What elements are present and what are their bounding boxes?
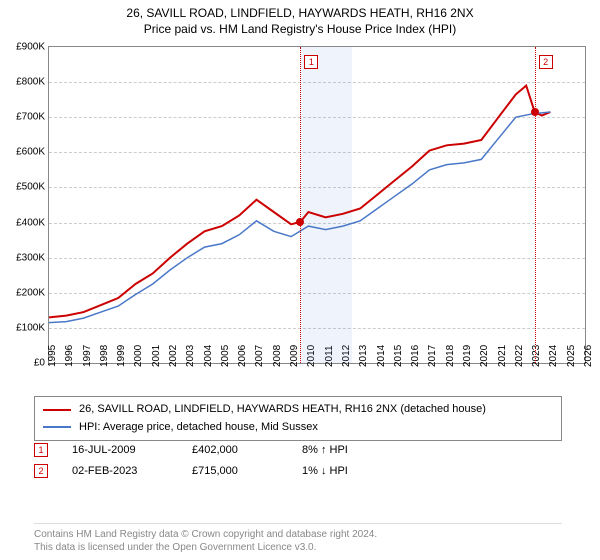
arrow-down-icon (321, 465, 327, 477)
marker-dot-1 (296, 218, 304, 226)
chart-title-line2: Price paid vs. HM Land Registry's House … (0, 22, 600, 38)
y-axis-label: £700K (5, 112, 45, 123)
y-axis-label: £600K (5, 147, 45, 158)
marker-line-1 (300, 47, 301, 363)
legend-item-1: 26, SAVILL ROAD, LINDFIELD, HAYWARDS HEA… (43, 401, 553, 419)
legend-swatch-2 (43, 426, 71, 428)
sales-table: 1 16-JUL-2009 £402,000 8% HPI 2 02-FEB-2… (34, 440, 562, 482)
sale-date-2: 02-FEB-2023 (72, 461, 192, 482)
sale-delta-1: 8% HPI (302, 440, 412, 461)
y-axis-label: £500K (5, 182, 45, 193)
legend-label-2: HPI: Average price, detached house, Mid … (79, 419, 318, 437)
footer-attribution: Contains HM Land Registry data © Crown c… (34, 523, 562, 554)
marker-line-2 (535, 47, 536, 363)
chart-plot-area: £0£100K£200K£300K£400K£500K£600K£700K£80… (48, 46, 586, 364)
sale-marker-2: 2 (34, 464, 48, 478)
sale-price-2: £715,000 (192, 461, 302, 482)
arrow-up-icon (321, 444, 327, 456)
legend-label-1: 26, SAVILL ROAD, LINDFIELD, HAYWARDS HEA… (79, 401, 486, 419)
sale-date-1: 16-JUL-2009 (72, 440, 192, 461)
legend-box: 26, SAVILL ROAD, LINDFIELD, HAYWARDS HEA… (34, 396, 562, 441)
legend-swatch-1 (43, 409, 71, 411)
marker-dot-2 (531, 108, 539, 116)
footer-line1: Contains HM Land Registry data © Crown c… (34, 528, 562, 541)
y-axis-label: £0 (5, 358, 45, 369)
sale-row-2: 2 02-FEB-2023 £715,000 1% HPI (34, 461, 562, 482)
footer-line2: This data is licensed under the Open Gov… (34, 541, 562, 554)
y-axis-label: £100K (5, 322, 45, 333)
y-axis-label: £900K (5, 42, 45, 53)
chart-title-line1: 26, SAVILL ROAD, LINDFIELD, HAYWARDS HEA… (0, 6, 600, 22)
sale-price-1: £402,000 (192, 440, 302, 461)
y-axis-label: £300K (5, 252, 45, 263)
sale-marker-1: 1 (34, 443, 48, 457)
marker-box-1: 1 (304, 55, 318, 69)
y-axis-label: £200K (5, 287, 45, 298)
y-axis-label: £800K (5, 77, 45, 88)
legend-item-2: HPI: Average price, detached house, Mid … (43, 419, 553, 437)
sale-delta-2: 1% HPI (302, 461, 412, 482)
sale-row-1: 1 16-JUL-2009 £402,000 8% HPI (34, 440, 562, 461)
y-axis-label: £400K (5, 217, 45, 228)
marker-box-2: 2 (539, 55, 553, 69)
